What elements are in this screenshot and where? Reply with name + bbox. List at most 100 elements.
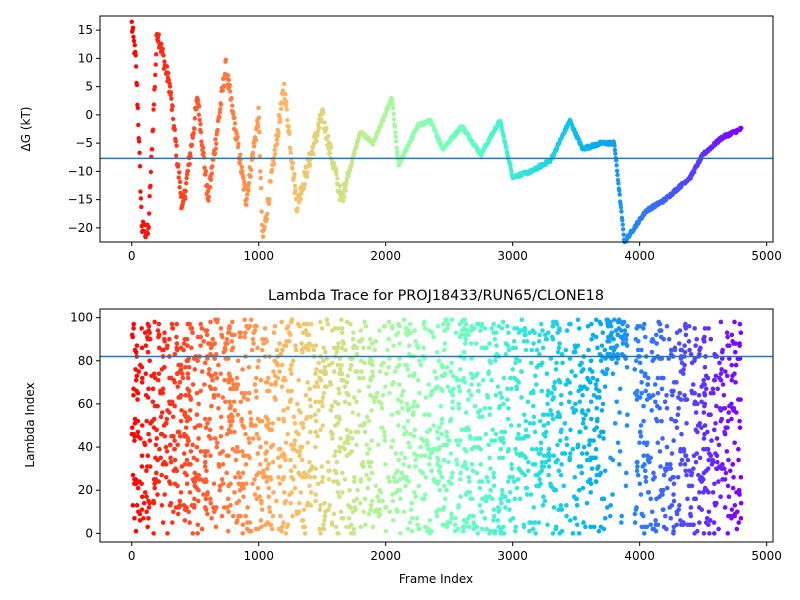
lambda-point — [163, 474, 169, 480]
lambda-point — [407, 520, 413, 525]
lambda-point — [453, 515, 458, 521]
lambda-point — [461, 518, 467, 523]
lambda-point — [368, 356, 373, 361]
lambda-point — [144, 334, 150, 340]
delta-g-point — [213, 146, 219, 151]
lambda-point — [182, 410, 188, 415]
lambda-point — [435, 384, 440, 389]
lambda-point — [232, 490, 237, 495]
lambda-point — [243, 481, 249, 487]
lambda-point — [579, 470, 585, 476]
lambda-point — [487, 412, 492, 418]
lambda-point — [263, 522, 268, 528]
lambda-point — [132, 477, 137, 482]
lambda-point — [459, 427, 464, 433]
lambda-point — [736, 520, 742, 525]
lambda-point — [132, 515, 137, 521]
lambda-point — [725, 418, 731, 424]
delta-g-point — [132, 42, 137, 48]
lambda-point — [455, 526, 461, 532]
lambda-point — [316, 360, 321, 366]
lambda-point — [620, 341, 626, 346]
lambda-point — [563, 382, 569, 387]
delta-g-point — [619, 209, 624, 214]
lambda-point — [534, 382, 539, 387]
lambda-point — [506, 347, 512, 353]
lambda-point — [499, 487, 505, 493]
lambda-point — [181, 503, 187, 508]
lambda-point — [398, 531, 403, 536]
lambda-point — [313, 498, 318, 504]
delta-g-point — [257, 154, 263, 159]
delta-g-point — [200, 145, 206, 150]
lambda-point — [638, 492, 644, 497]
lambda-point — [602, 384, 608, 389]
delta-g-point — [268, 179, 273, 184]
lambda-point — [178, 490, 184, 495]
lambda-point — [292, 464, 297, 469]
lambda-point — [444, 364, 450, 370]
lambda-point — [531, 414, 537, 420]
lambda-point — [588, 416, 594, 422]
lambda-point — [288, 367, 293, 372]
lambda-point — [682, 349, 688, 355]
lambda-point — [196, 401, 201, 407]
lambda-point — [283, 457, 288, 463]
lambda-point — [395, 397, 401, 402]
lambda-point — [693, 496, 699, 502]
delta-g-point — [148, 183, 153, 189]
lambda-point — [660, 487, 666, 493]
lambda-point — [595, 345, 600, 351]
lambda-point — [324, 317, 330, 323]
lambda-point — [336, 326, 341, 331]
lambda-point — [605, 317, 611, 323]
lambda-point — [617, 449, 623, 454]
lambda-point — [349, 436, 355, 441]
lambda-point — [224, 336, 230, 342]
lambda-point — [392, 479, 398, 484]
lambda-point — [305, 440, 311, 446]
lambda-point — [505, 397, 510, 402]
lambda-point — [682, 343, 687, 348]
delta-g-point — [620, 227, 626, 232]
delta-g-point — [135, 105, 141, 111]
lambda-point — [510, 345, 516, 351]
lambda-point — [151, 371, 157, 377]
lambda-point — [725, 334, 730, 340]
lambda-point — [706, 326, 711, 331]
lambda-point — [381, 360, 386, 366]
lambda-point — [683, 332, 689, 338]
delta-g-point — [307, 163, 313, 168]
lambda-point — [228, 412, 234, 418]
lambda-xticks: 0 1000 2000 3000 4000 5000 — [128, 542, 782, 563]
lambda-point — [589, 466, 595, 471]
lambda-point — [318, 319, 323, 325]
lambda-point — [131, 392, 136, 398]
lambda-point — [243, 330, 248, 336]
lambda-point — [150, 386, 156, 392]
lambda-point — [133, 377, 139, 383]
lambda-point — [728, 513, 734, 519]
lambda-point — [423, 395, 429, 400]
lambda-point — [580, 392, 585, 398]
lambda-point — [473, 436, 478, 441]
lambda-point — [422, 326, 428, 331]
lambda-point — [572, 474, 578, 480]
lambda-point — [634, 326, 640, 331]
lambda-point — [637, 323, 643, 329]
lambda-point — [368, 377, 373, 383]
lambda-point — [448, 369, 454, 374]
lambda-point — [521, 436, 526, 441]
lambda-point — [243, 513, 249, 519]
lambda-point — [514, 436, 520, 441]
lambda-point — [181, 451, 187, 456]
lambda-point — [369, 341, 375, 346]
lambda-point — [659, 356, 665, 361]
lambda-point — [536, 352, 542, 357]
lambda-point — [444, 524, 450, 530]
lambda-point — [165, 531, 170, 536]
lambda-point — [539, 388, 545, 394]
lambda-point — [406, 343, 412, 348]
lambda-point — [196, 436, 201, 441]
delta-g-point — [218, 102, 224, 107]
